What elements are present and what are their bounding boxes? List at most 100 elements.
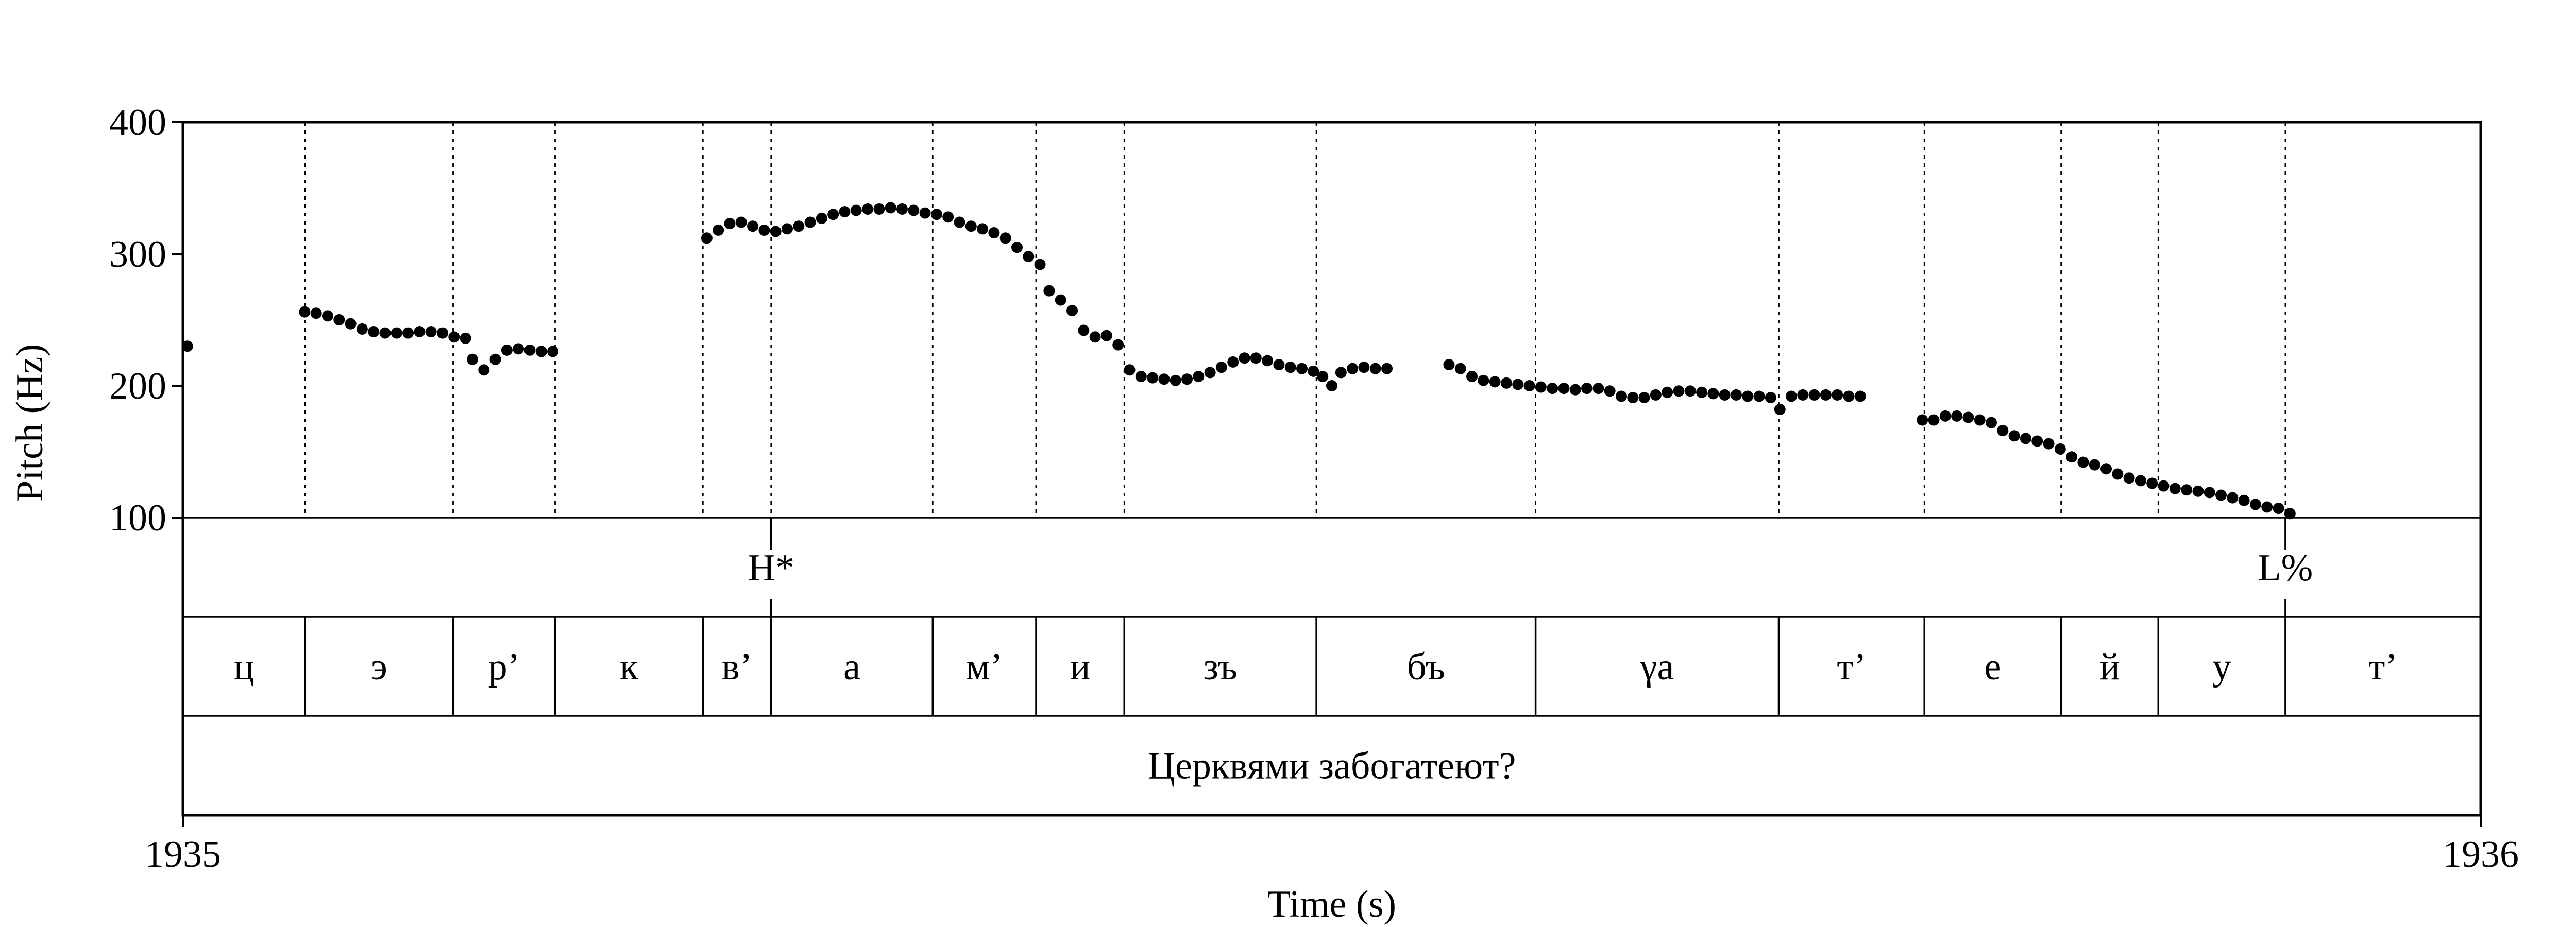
pitch-point bbox=[804, 216, 816, 228]
pitch-point bbox=[1296, 363, 1308, 374]
pitch-point bbox=[1592, 383, 1604, 394]
pitch-point bbox=[1358, 362, 1370, 373]
pitch-point bbox=[478, 364, 490, 376]
pitch-point bbox=[1100, 330, 1112, 341]
pitch-point bbox=[1326, 380, 1337, 391]
pitch-point bbox=[827, 209, 839, 220]
utterance-text: Церквями забогатеют? bbox=[1148, 745, 1516, 787]
pitch-point bbox=[1765, 392, 1776, 404]
pitch-point bbox=[2066, 451, 2078, 463]
pitch-point bbox=[770, 226, 782, 237]
pitch-point bbox=[1227, 356, 1239, 368]
y-tick-label: 400 bbox=[109, 101, 166, 144]
y-axis-label: Pitch (Hz) bbox=[9, 344, 51, 502]
pitch-point bbox=[1997, 425, 2009, 437]
pitch-point bbox=[747, 220, 759, 232]
pitch-point bbox=[1986, 417, 1997, 428]
pitch-point bbox=[1854, 390, 1866, 402]
pitch-point bbox=[1615, 390, 1627, 402]
pitch-point bbox=[1742, 390, 1754, 402]
pitch-point bbox=[954, 216, 965, 228]
pitch-point bbox=[1730, 389, 1742, 401]
segment-label: й bbox=[2099, 646, 2120, 688]
pitch-point bbox=[1124, 364, 1136, 376]
pitch-point bbox=[2112, 468, 2124, 480]
pitch-point bbox=[1774, 404, 1786, 416]
pitch-point bbox=[1262, 355, 1274, 367]
pitch-point bbox=[391, 327, 402, 339]
pitch-point bbox=[816, 212, 827, 224]
pitch-point bbox=[1147, 372, 1159, 384]
segment-boundary-guides bbox=[304, 122, 2286, 518]
pitch-point bbox=[1951, 410, 1963, 422]
pitch-point bbox=[1381, 363, 1393, 374]
pitch-point bbox=[1034, 259, 1046, 270]
pitch-point bbox=[839, 206, 851, 218]
pitch-point bbox=[1797, 389, 1809, 401]
pitch-point bbox=[1673, 385, 1685, 397]
pitch-point bbox=[181, 340, 193, 352]
pitch-point bbox=[310, 307, 322, 319]
pitch-point bbox=[345, 318, 357, 330]
pitch-point bbox=[724, 218, 736, 230]
pitch-point bbox=[1443, 359, 1455, 371]
pitch-point bbox=[1066, 305, 1078, 317]
pitch-point bbox=[368, 326, 380, 338]
pitch-point bbox=[977, 223, 989, 235]
pitch-point bbox=[2054, 443, 2066, 455]
pitch-point bbox=[2031, 435, 2043, 447]
pitch-point bbox=[1043, 285, 1055, 297]
pitch-point bbox=[1662, 386, 1673, 398]
pitch-point bbox=[1273, 359, 1285, 371]
segment-label: е bbox=[1984, 646, 2001, 688]
pitch-point bbox=[735, 216, 747, 228]
pitch-point bbox=[1308, 365, 1319, 377]
pitch-point bbox=[930, 209, 942, 220]
pitch-point bbox=[356, 323, 368, 335]
pitch-point bbox=[1055, 294, 1066, 306]
pitch-point bbox=[460, 332, 471, 344]
pitch-point bbox=[1753, 390, 1765, 402]
pitch-point bbox=[1466, 371, 1478, 383]
pitch-point bbox=[862, 203, 874, 215]
segment-label: м’ bbox=[966, 646, 1003, 688]
pitch-point bbox=[1786, 390, 1797, 402]
pitch-point bbox=[1843, 390, 1855, 402]
pitch-point bbox=[2089, 459, 2100, 471]
pitch-point bbox=[2192, 485, 2204, 497]
pitch-point bbox=[1317, 371, 1329, 383]
pitch-point bbox=[1078, 324, 1090, 336]
pitch-point bbox=[2146, 477, 2158, 489]
pitch-point bbox=[436, 327, 448, 339]
pitch-point bbox=[547, 346, 559, 357]
segment-label: э bbox=[371, 646, 387, 688]
tone-label: H* bbox=[748, 547, 794, 589]
pitch-point bbox=[1558, 383, 1570, 394]
y-tick-label: 200 bbox=[109, 365, 166, 407]
pitch-point bbox=[1215, 362, 1227, 373]
pitch-point bbox=[2077, 456, 2089, 468]
pitch-point bbox=[513, 343, 524, 355]
pitch-point bbox=[2284, 508, 2296, 520]
segment-label: в’ bbox=[722, 646, 753, 688]
pitch-point bbox=[1650, 389, 1662, 401]
y-tick-label: 100 bbox=[109, 497, 166, 539]
x-tick-label-start: 1935 bbox=[145, 833, 221, 876]
pitch-points bbox=[181, 202, 2296, 520]
pitch-point bbox=[1604, 385, 1616, 397]
segment-label: т’ bbox=[1837, 646, 1866, 688]
pitch-point bbox=[908, 204, 920, 216]
pitch-point bbox=[402, 327, 414, 339]
pitch-point bbox=[1707, 388, 1719, 400]
pitch-point bbox=[988, 227, 1000, 239]
pitch-point bbox=[2261, 501, 2273, 513]
segment-label: и bbox=[1070, 646, 1091, 688]
pitch-point bbox=[793, 220, 805, 232]
segment-label: к bbox=[620, 646, 639, 688]
pitch-point bbox=[1193, 371, 1205, 383]
segment-label: у bbox=[2212, 646, 2231, 688]
segment-label: γа bbox=[1640, 646, 1674, 688]
pitch-point bbox=[1547, 383, 1558, 394]
pitch-point bbox=[2238, 494, 2250, 506]
